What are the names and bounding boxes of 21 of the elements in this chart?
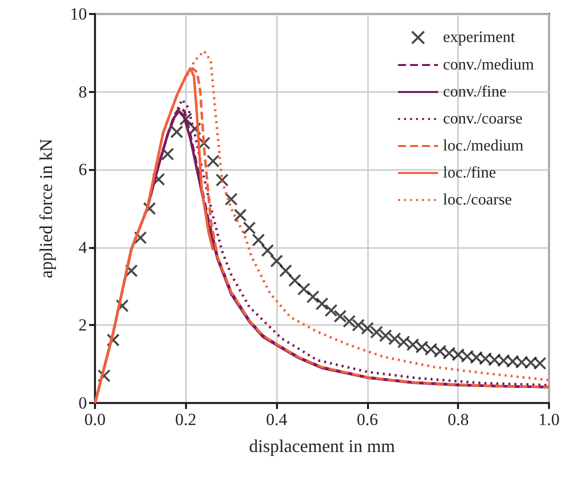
legend-label: experiment — [443, 29, 516, 46]
x-tick-label: 0.4 — [266, 410, 288, 429]
legend-label: conv./fine — [443, 84, 506, 100]
y-tick-label: 6 — [78, 160, 87, 180]
x-tick-label: 1.0 — [538, 410, 560, 429]
legend-label: loc./fine — [443, 164, 496, 182]
legend-label: loc./medium — [443, 138, 524, 154]
legend-label: conv./coarse — [443, 110, 522, 128]
x-tick-label: 0.2 — [175, 410, 196, 429]
y-tick-label: 2 — [78, 316, 87, 335]
x-axis-title: displacement in mm — [249, 436, 395, 456]
x-tick-label: 0.8 — [448, 410, 469, 429]
x-tick-label: 0.6 — [356, 410, 378, 429]
y-tick-label: 10 — [70, 4, 87, 24]
y-tick-label: 0 — [78, 394, 87, 412]
y-axis-title: applied force in kN — [36, 138, 56, 278]
y-tick-label: 4 — [78, 238, 88, 257]
legend-label: conv./medium — [443, 56, 535, 74]
legend-label: loc./coarse — [443, 192, 512, 208]
x-tick-label: 0.0 — [84, 410, 106, 429]
y-tick-label: 8 — [78, 82, 87, 102]
